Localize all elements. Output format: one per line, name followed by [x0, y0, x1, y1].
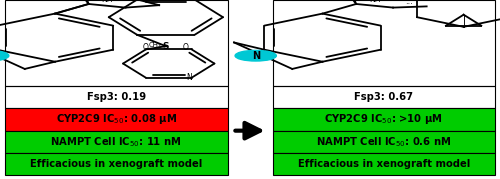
Text: NH: NH [102, 0, 113, 4]
Text: O: O [183, 43, 189, 52]
Text: CYP2C9 IC$_{50}$: 0.08 μM: CYP2C9 IC$_{50}$: 0.08 μM [56, 112, 177, 127]
Text: ···: ··· [405, 0, 413, 9]
Ellipse shape [235, 50, 277, 61]
Bar [5, 131, 228, 153]
Text: CH₃: CH₃ [148, 42, 161, 48]
Bar [5, 86, 228, 108]
Text: O: O [143, 43, 149, 52]
Text: Fsp3: 0.67: Fsp3: 0.67 [354, 92, 414, 102]
Ellipse shape [0, 50, 9, 61]
Text: Efficacious in xenograft model: Efficacious in xenograft model [298, 159, 470, 169]
Text: NH: NH [369, 0, 380, 4]
Bar [5, 153, 228, 175]
Bar [5, 0, 228, 86]
Text: Fsp3: 0.19: Fsp3: 0.19 [86, 92, 146, 102]
Text: NAMPT Cell IC$_{50}$: 0.6 nM: NAMPT Cell IC$_{50}$: 0.6 nM [316, 135, 452, 149]
Bar [272, 153, 495, 175]
Text: S: S [162, 42, 169, 51]
Bar [272, 0, 495, 86]
Bar [272, 86, 495, 108]
Text: CYP2C9 IC$_{50}$: >10 μM: CYP2C9 IC$_{50}$: >10 μM [324, 112, 443, 127]
Bar [5, 108, 228, 131]
Bar [272, 131, 495, 153]
Text: N: N [252, 51, 260, 61]
Bar [272, 108, 495, 131]
Text: N: N [186, 73, 192, 82]
Text: Efficacious in xenograft model: Efficacious in xenograft model [30, 159, 203, 169]
Text: NAMPT Cell IC$_{50}$: 11 nM: NAMPT Cell IC$_{50}$: 11 nM [50, 135, 182, 149]
